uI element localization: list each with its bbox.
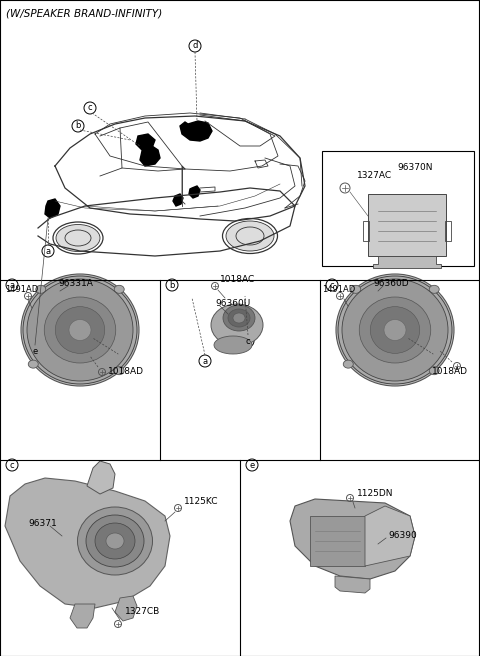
Ellipse shape xyxy=(233,313,245,323)
Text: c: c xyxy=(10,461,14,470)
Text: e: e xyxy=(250,461,254,470)
Ellipse shape xyxy=(214,336,252,354)
Ellipse shape xyxy=(36,285,46,293)
Text: a: a xyxy=(203,356,207,365)
Text: b: b xyxy=(169,281,175,289)
Bar xyxy=(310,516,365,566)
Ellipse shape xyxy=(21,274,139,386)
Ellipse shape xyxy=(114,285,124,293)
Text: 1125KC: 1125KC xyxy=(184,497,218,506)
Polygon shape xyxy=(136,134,155,150)
Ellipse shape xyxy=(23,276,137,384)
Text: 1125DN: 1125DN xyxy=(357,489,394,499)
Ellipse shape xyxy=(27,279,133,381)
Ellipse shape xyxy=(228,309,250,327)
Text: c: c xyxy=(246,337,250,346)
Text: 96371: 96371 xyxy=(28,520,57,529)
Ellipse shape xyxy=(223,305,255,331)
Ellipse shape xyxy=(44,297,116,363)
Ellipse shape xyxy=(211,304,263,346)
Text: 96390: 96390 xyxy=(388,531,417,541)
Text: 96331A: 96331A xyxy=(58,279,93,289)
Polygon shape xyxy=(335,576,370,593)
Polygon shape xyxy=(115,596,137,621)
Text: c: c xyxy=(330,281,334,289)
Ellipse shape xyxy=(86,515,144,567)
Polygon shape xyxy=(290,499,415,579)
Ellipse shape xyxy=(342,279,448,381)
Bar xyxy=(363,221,369,241)
Text: (W/SPEAKER BRAND-INFINITY): (W/SPEAKER BRAND-INFINITY) xyxy=(6,8,162,18)
Text: d: d xyxy=(192,41,198,51)
Ellipse shape xyxy=(95,523,135,559)
Bar xyxy=(445,221,451,241)
Text: a: a xyxy=(46,247,50,255)
Text: 1491AD: 1491AD xyxy=(322,285,355,295)
Polygon shape xyxy=(5,478,170,608)
Text: 1327AC: 1327AC xyxy=(357,171,392,180)
Text: 1491AD: 1491AD xyxy=(5,285,38,295)
Text: c: c xyxy=(88,104,92,112)
Ellipse shape xyxy=(370,306,420,354)
Text: 1018AC: 1018AC xyxy=(220,275,255,284)
Text: a: a xyxy=(10,281,14,289)
Text: 1018AD: 1018AD xyxy=(108,367,144,375)
Ellipse shape xyxy=(106,533,124,549)
Text: 96370N: 96370N xyxy=(397,163,433,173)
Ellipse shape xyxy=(336,274,454,386)
Ellipse shape xyxy=(338,276,452,384)
Text: e: e xyxy=(32,346,37,356)
Polygon shape xyxy=(87,461,115,494)
Ellipse shape xyxy=(384,319,406,340)
Polygon shape xyxy=(45,199,60,218)
Text: 1327CB: 1327CB xyxy=(125,607,160,617)
Bar xyxy=(368,194,446,256)
Text: 96360U: 96360U xyxy=(215,300,250,308)
Text: 1018AD: 1018AD xyxy=(432,367,468,375)
Ellipse shape xyxy=(343,360,353,368)
Ellipse shape xyxy=(28,360,38,368)
Ellipse shape xyxy=(56,224,100,251)
Polygon shape xyxy=(173,194,183,206)
Ellipse shape xyxy=(226,221,274,251)
Ellipse shape xyxy=(359,297,431,363)
Polygon shape xyxy=(70,604,95,628)
Text: 96360D: 96360D xyxy=(373,279,408,289)
Ellipse shape xyxy=(351,285,361,293)
Ellipse shape xyxy=(69,319,91,340)
Ellipse shape xyxy=(429,367,439,375)
Ellipse shape xyxy=(114,367,124,375)
Bar xyxy=(322,151,474,266)
Polygon shape xyxy=(189,186,200,198)
Ellipse shape xyxy=(77,507,153,575)
Polygon shape xyxy=(180,121,212,141)
Polygon shape xyxy=(365,506,415,566)
Text: b: b xyxy=(75,121,81,131)
Polygon shape xyxy=(140,146,160,166)
Polygon shape xyxy=(373,256,441,268)
Ellipse shape xyxy=(55,306,105,354)
Ellipse shape xyxy=(429,285,439,293)
